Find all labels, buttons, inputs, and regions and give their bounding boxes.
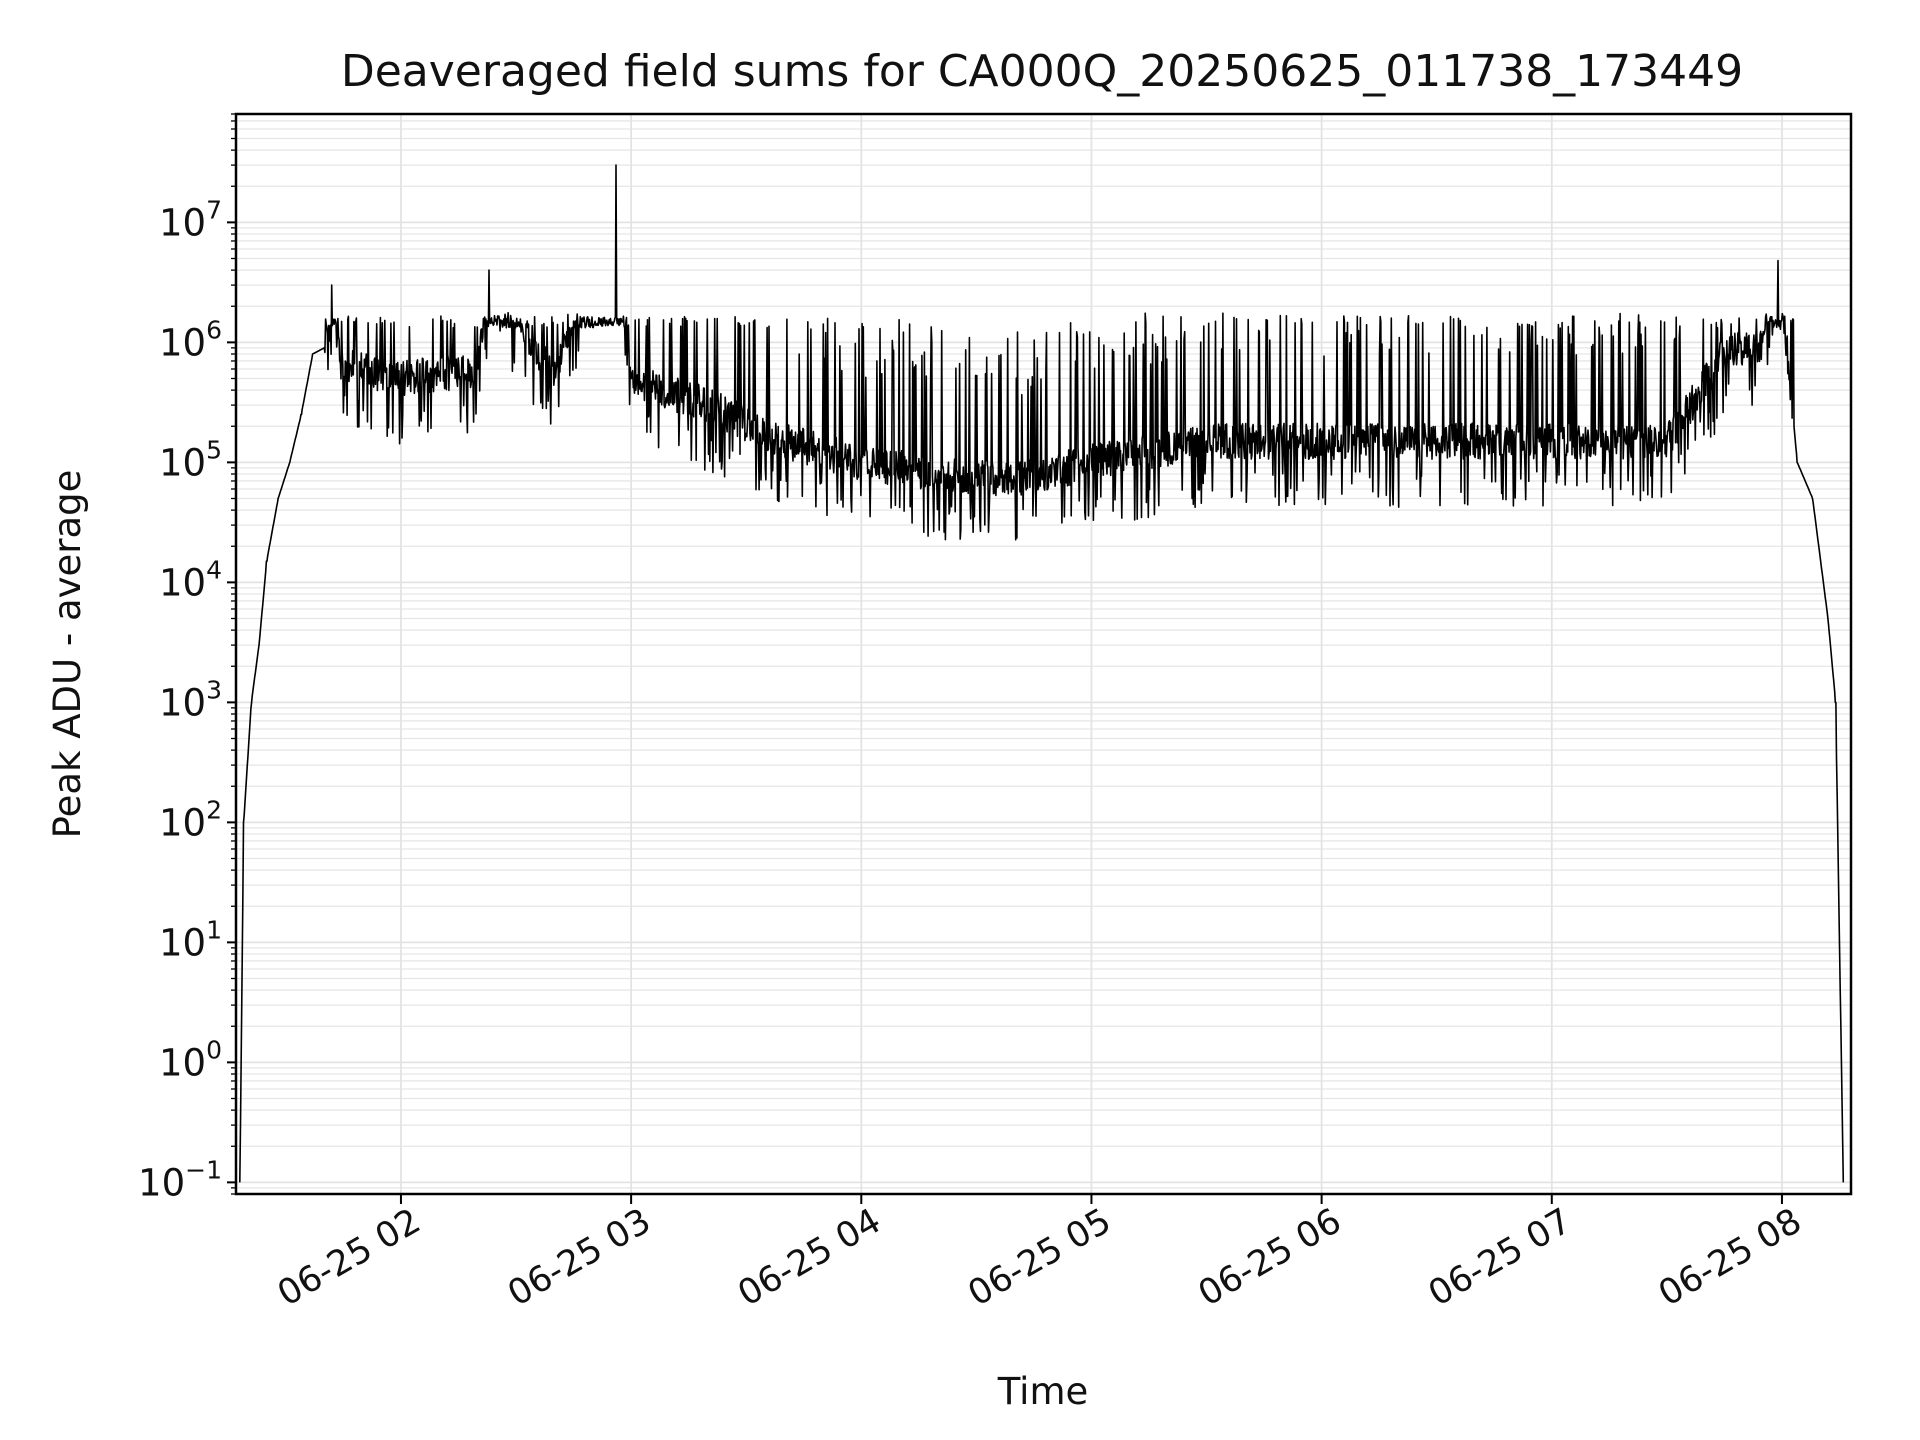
y-tick-label: 107 [159,195,222,244]
series-layer [239,164,1845,1183]
series-line [239,164,1845,1183]
y-tick-label: 105 [159,435,222,484]
y-axis: 10−1 100 101 102 103 104 105 106 107 [138,113,236,1204]
minor-gridlines [236,113,1851,1195]
y-tick-label: 102 [159,795,222,844]
plot-background [236,114,1851,1194]
x-axis-label: Time [997,1370,1089,1413]
major-gridlines [236,114,1851,1194]
chart-title: Deaveraged field sums for CA000Q_2025062… [341,46,1743,97]
y-tick-label: 103 [159,675,222,724]
plot-frame [234,112,1853,1196]
plot-area [234,112,1853,1196]
y-tick-label: 101 [159,915,222,964]
y-axis-label: Peak ADU - average [46,470,89,839]
y-tick-label: 104 [159,555,222,604]
y-tick-label: 106 [159,315,222,364]
y-tick-label: 10−1 [138,1155,222,1204]
y-tick-label: 100 [159,1035,222,1084]
